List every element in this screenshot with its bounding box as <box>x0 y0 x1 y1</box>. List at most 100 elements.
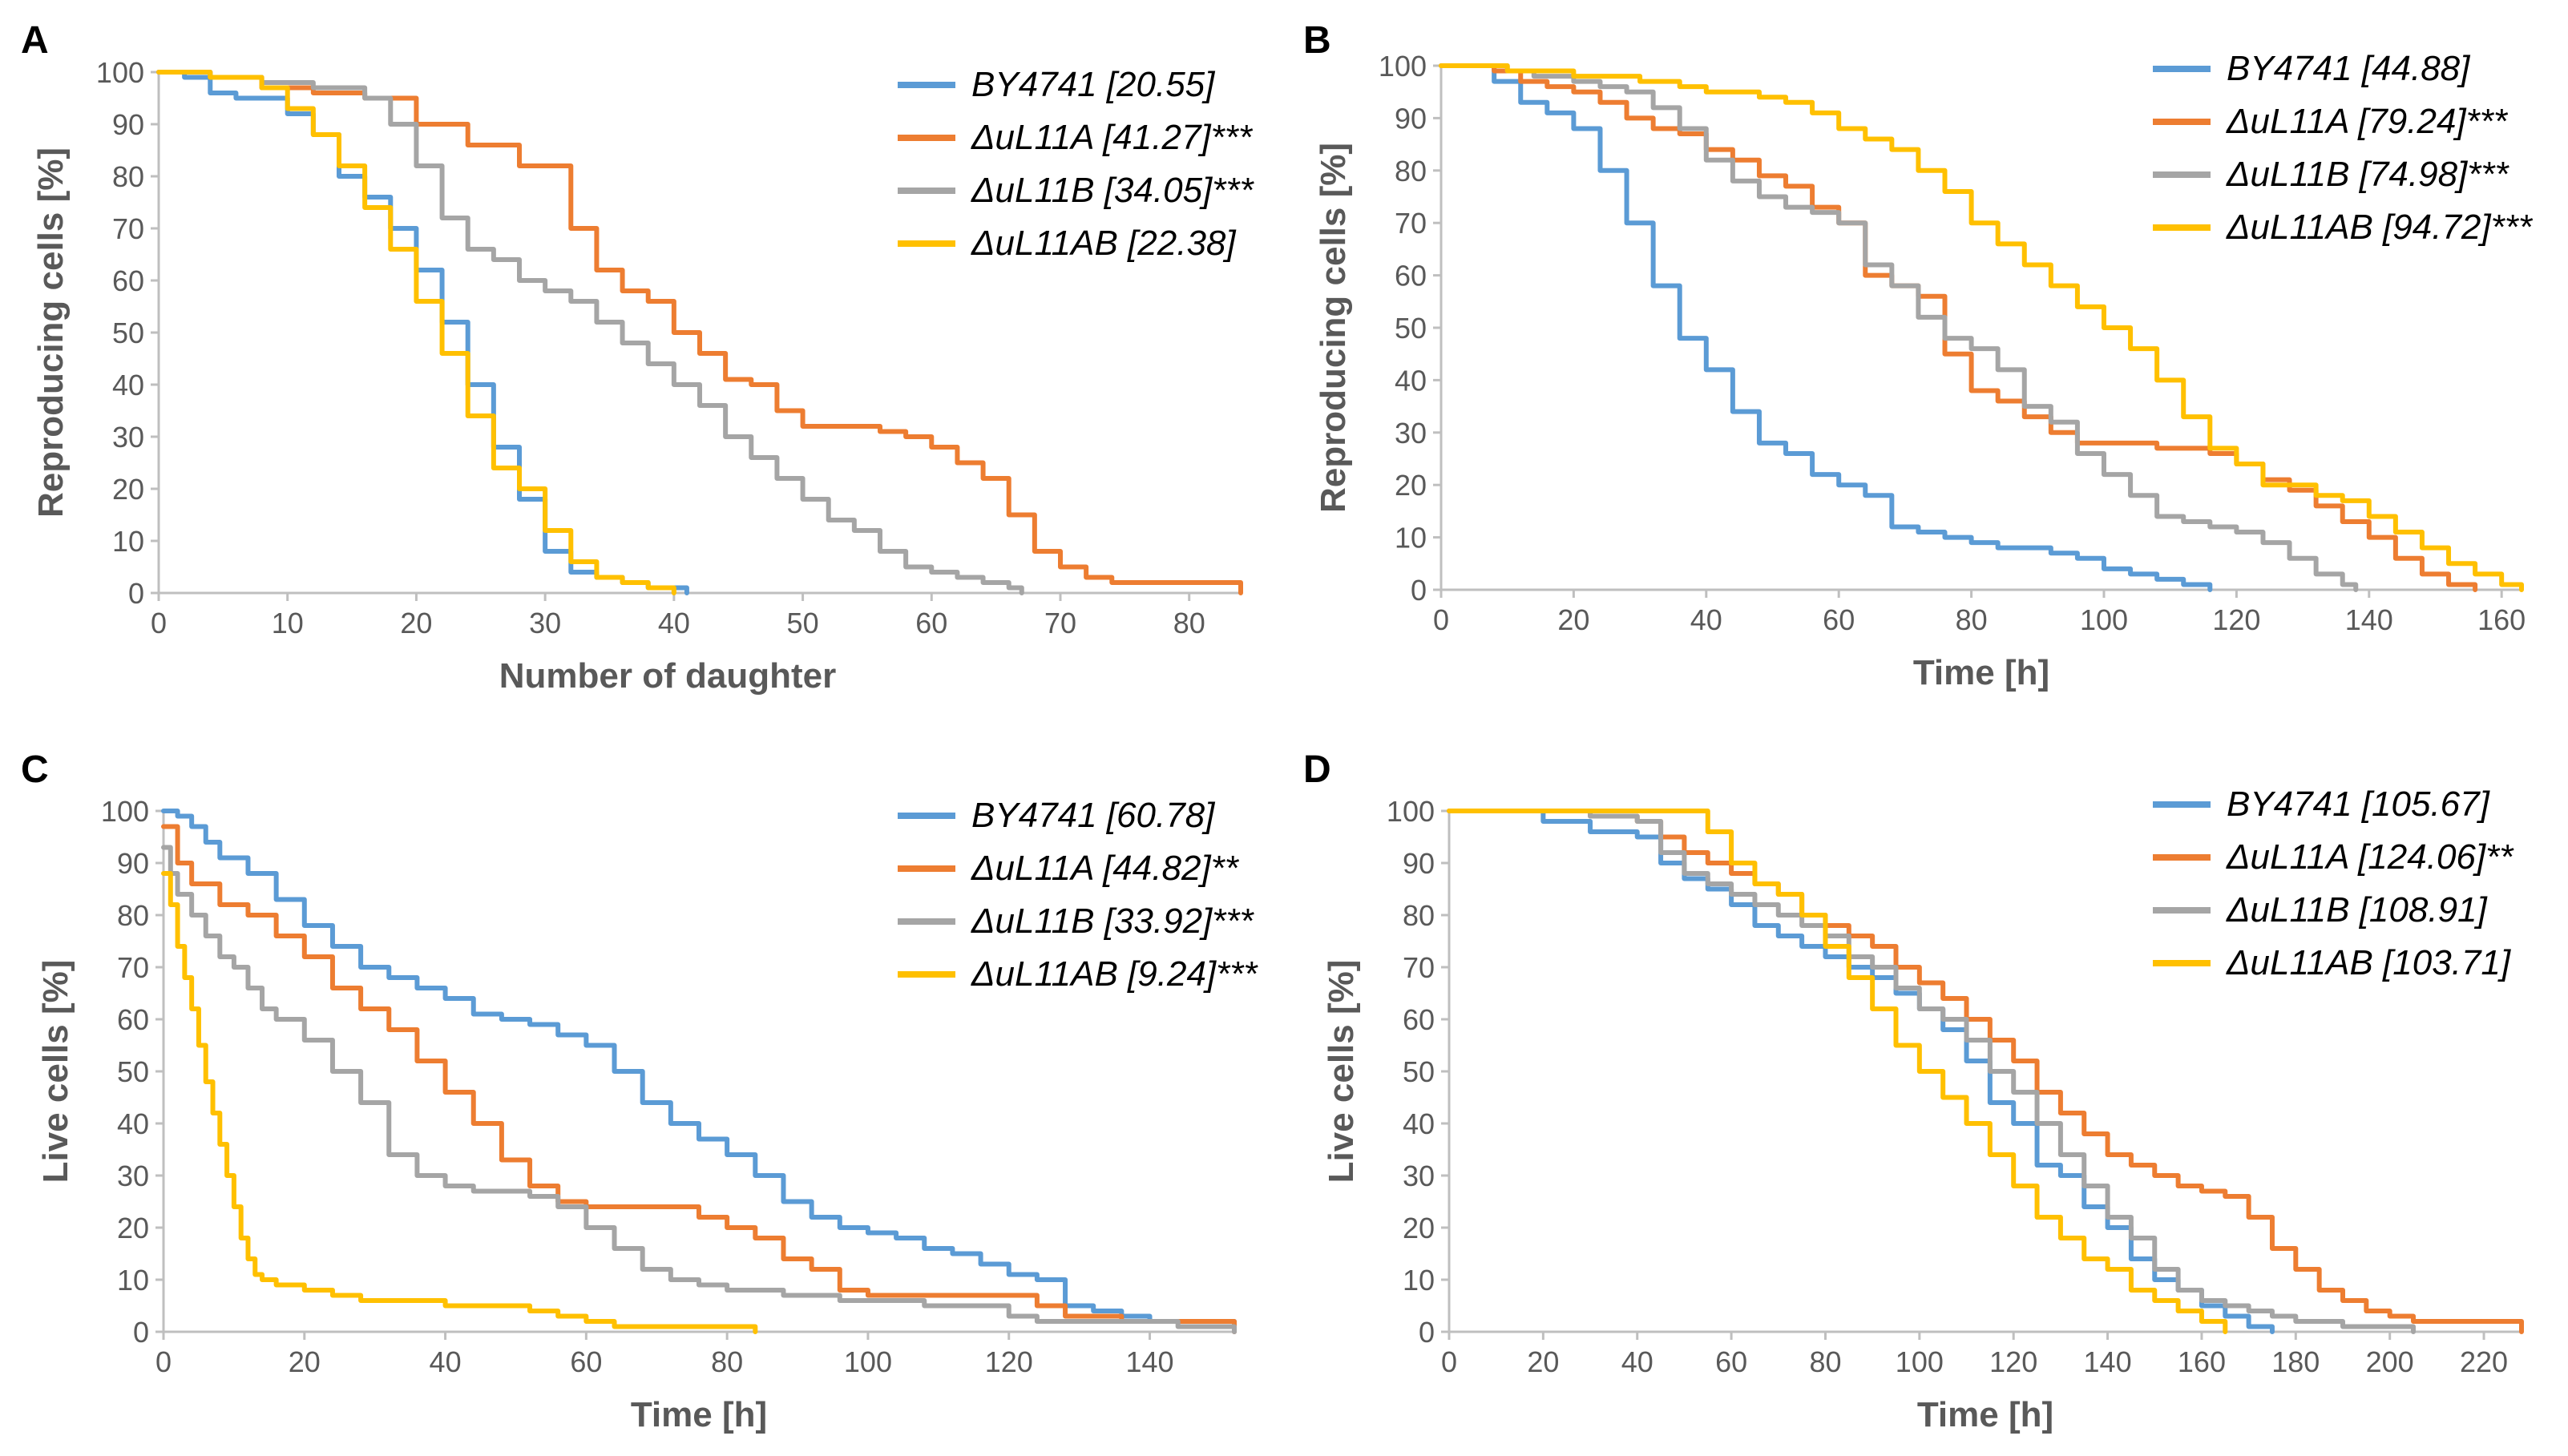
y-tick-label: 20 <box>112 473 144 506</box>
y-tick-label: 80 <box>1395 155 1427 188</box>
legend-label-ul11ab: ΔuL11AB [94.72]*** <box>2226 208 2534 247</box>
legend-label-by4741: BY4741 [44.88] <box>2227 49 2471 88</box>
series-line-ul11a <box>1447 809 2524 1334</box>
series-line-by4741 <box>161 809 1237 1334</box>
y-tick-label: 80 <box>1403 899 1435 932</box>
y-tick-label: 90 <box>1403 847 1435 880</box>
y-tick-label: 90 <box>112 108 144 141</box>
legend-label-ul11a: ΔuL11A [44.82]** <box>971 849 1240 888</box>
legend-label-ul11ab: ΔuL11AB [22.38] <box>971 224 1237 263</box>
series-line-ul11ab <box>1439 63 2524 592</box>
panel-letter: A <box>21 19 49 62</box>
y-tick-label: 50 <box>1403 1055 1435 1088</box>
series-line-ul11b <box>161 845 1237 1334</box>
y-tick-label: 40 <box>117 1107 149 1140</box>
panel-d: D 0 10 20 30 40 50 60 70 80 90 100 0 20 40 60 80 100 120 14… <box>1303 748 2524 1434</box>
series-line-ul11a <box>1439 63 2478 592</box>
legend-label-ul11a: ΔuL11A [124.06]** <box>2226 837 2514 877</box>
y-tick-label: 20 <box>1395 469 1427 502</box>
y-axis-label: Live cells [%] <box>1322 960 1361 1184</box>
legend-label-ul11ab: ΔuL11AB [9.24]*** <box>971 954 1258 994</box>
x-tick-label: 80 <box>1956 603 1988 636</box>
panel-letter: C <box>21 748 49 791</box>
y-tick-label: 70 <box>112 212 144 245</box>
series-line-ul11ab <box>1447 809 2228 1334</box>
x-tick-label: 60 <box>1823 603 1855 636</box>
y-tick-label: 10 <box>117 1264 149 1297</box>
legend-label-ul11ab: ΔuL11AB [103.71] <box>2226 943 2512 982</box>
y-tick-label: 40 <box>112 369 144 401</box>
x-tick-label: 20 <box>1557 603 1589 636</box>
x-tick-label: 120 <box>985 1345 1033 1378</box>
x-tick-label: 50 <box>787 607 819 639</box>
y-tick-label: 40 <box>1403 1107 1435 1140</box>
x-tick-label: 80 <box>1173 607 1205 639</box>
y-tick-label: 10 <box>1403 1264 1435 1297</box>
y-tick-label: 30 <box>1403 1160 1435 1192</box>
y-tick-label: 100 <box>96 56 144 89</box>
series-line-ul11a <box>156 70 1243 595</box>
x-tick-label: 200 <box>2366 1345 2414 1378</box>
x-tick-label: 40 <box>658 607 690 639</box>
series-line-ul11b <box>156 70 1024 595</box>
x-tick-label: 120 <box>2212 603 2260 636</box>
x-tick-label: 40 <box>1690 603 1722 636</box>
x-tick-label: 60 <box>570 1345 602 1378</box>
series-line-by4741 <box>156 70 689 595</box>
panel-c: C 0 10 20 30 40 50 60 70 80 90 100 0 20 40 60 80 100 120 14… <box>21 748 1258 1434</box>
y-tick-label: 80 <box>117 899 149 932</box>
legend-label-ul11a: ΔuL11A [41.27]*** <box>971 118 1254 157</box>
x-axis-label: Number of daughter <box>499 656 836 696</box>
x-tick-label: 60 <box>915 607 947 639</box>
series-line-by4741 <box>1447 809 2275 1334</box>
y-tick-label: 70 <box>1403 951 1435 984</box>
x-tick-label: 20 <box>1527 1345 1559 1378</box>
x-tick-label: 80 <box>1809 1345 1841 1378</box>
x-tick-label: 40 <box>430 1345 462 1378</box>
y-tick-label: 10 <box>112 525 144 558</box>
legend-label-ul11b: ΔuL11B [108.91] <box>2226 890 2489 930</box>
y-tick-label: 60 <box>112 264 144 297</box>
x-tick-label: 80 <box>711 1345 743 1378</box>
y-tick-label: 30 <box>1395 417 1427 450</box>
y-tick-label: 90 <box>117 847 149 880</box>
legend-label-by4741: BY4741 [105.67] <box>2227 784 2491 824</box>
y-tick-label: 70 <box>1395 207 1427 240</box>
x-tick-label: 160 <box>2477 603 2526 636</box>
series-line-ul11b <box>1447 809 2417 1334</box>
x-tick-label: 140 <box>1125 1345 1173 1378</box>
x-tick-label: 140 <box>2084 1345 2132 1378</box>
x-tick-label: 160 <box>2178 1345 2226 1378</box>
x-axis-label: Time [h] <box>1917 1395 2053 1434</box>
x-tick-label: 100 <box>2080 603 2128 636</box>
legend-label-ul11b: ΔuL11B [33.92]*** <box>971 901 1255 941</box>
series-line-ul11a <box>161 824 1237 1334</box>
y-axis-label: Live cells [%] <box>36 960 75 1184</box>
series-line-ul11ab <box>156 70 676 595</box>
x-tick-label: 140 <box>2345 603 2393 636</box>
y-tick-label: 60 <box>117 1003 149 1036</box>
x-tick-label: 70 <box>1044 607 1076 639</box>
y-axis-label: Reproducing cells [%] <box>31 147 71 518</box>
x-tick-label: 20 <box>289 1345 321 1378</box>
x-axis-label: Time [h] <box>1913 653 2049 692</box>
x-tick-label: 0 <box>1433 603 1449 636</box>
y-tick-label: 70 <box>117 951 149 984</box>
y-tick-label: 50 <box>112 317 144 349</box>
y-tick-label: 20 <box>117 1212 149 1244</box>
x-axis-label: Time [h] <box>631 1395 767 1434</box>
legend-label-by4741: BY4741 [20.55] <box>971 65 1216 104</box>
series-line-by4741 <box>1439 63 2213 592</box>
panel-a: A 0 10 20 30 40 50 60 70 80 90 100 0 10 20 30 40 50 60 70 80… <box>21 19 1255 696</box>
y-tick-label: 0 <box>1411 574 1427 607</box>
series-line-ul11ab <box>161 871 758 1334</box>
panel-letter: D <box>1303 748 1331 791</box>
y-tick-label: 100 <box>1387 795 1435 828</box>
x-tick-label: 60 <box>1715 1345 1747 1378</box>
x-tick-label: 120 <box>1989 1345 2037 1378</box>
panel-b: B 0 10 20 30 40 50 60 70 80 90 100 0 20 40 60 80 100 120 14… <box>1303 19 2534 692</box>
y-tick-label: 10 <box>1395 522 1427 555</box>
x-tick-label: 0 <box>151 607 167 639</box>
y-tick-label: 80 <box>112 160 144 193</box>
